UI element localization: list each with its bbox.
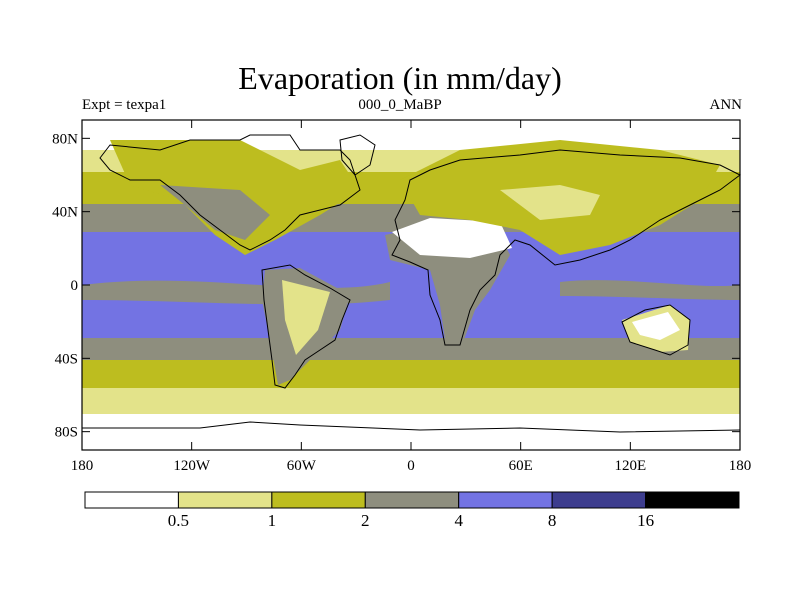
plot-title: Evaporation (in mm/day) xyxy=(238,60,562,96)
south-low-band xyxy=(82,360,740,390)
lat-tick-label: 80N xyxy=(52,131,78,147)
colorbar-swatch xyxy=(458,491,553,509)
south-america-coastline xyxy=(261,264,351,389)
latitude-axis: 80N 40N 0 40S 80S xyxy=(52,131,740,441)
antarctica-coastline xyxy=(82,421,741,433)
south-very-low-band xyxy=(82,388,740,414)
eurasia-africa-coastline xyxy=(391,149,741,346)
colorbar: 0.5 1 2 4 8 16 xyxy=(84,491,740,530)
colorbar-swatch xyxy=(177,491,273,509)
north-america-south-field xyxy=(160,185,270,240)
colorbar-swatch xyxy=(271,491,366,509)
colorbar-level-label: 4 xyxy=(454,511,463,530)
south-america-inner-field xyxy=(282,280,330,355)
australia-inner-field xyxy=(632,312,680,340)
greenland-coastline xyxy=(339,134,376,176)
coastlines xyxy=(82,134,741,433)
north-america-coastline xyxy=(99,134,361,251)
australia-coastline xyxy=(621,304,691,356)
experiment-label: Expt = texpa1 xyxy=(82,97,167,113)
sahara-field xyxy=(392,218,512,258)
lon-tick-label: 60W xyxy=(287,458,317,474)
lon-tick-label: 180 xyxy=(71,458,94,474)
central-asia-field xyxy=(500,185,600,220)
colorbar-level-label: 0.5 xyxy=(168,511,189,530)
lon-tick-label: 120E xyxy=(614,458,646,474)
colorbar-swatch xyxy=(84,491,179,509)
colorbar-swatch xyxy=(551,491,647,509)
equatorial-mid-band-east xyxy=(560,280,740,300)
lon-tick-label: 120W xyxy=(173,458,211,474)
colorbar-level-label: 2 xyxy=(361,511,370,530)
colorbar-level-label: 1 xyxy=(268,511,277,530)
time-label: 000_0_MaBP xyxy=(358,97,442,113)
lat-tick-label: 80S xyxy=(55,425,78,441)
colorbar-level-label: 16 xyxy=(637,511,654,530)
colorbar-swatch xyxy=(645,491,740,509)
lat-tick-label: 0 xyxy=(71,278,79,294)
lon-tick-label: 180 xyxy=(729,458,752,474)
lat-tick-label: 40S xyxy=(55,351,78,367)
colorbar-swatch xyxy=(364,491,460,509)
lat-tick-label: 40N xyxy=(52,205,78,221)
season-label: ANN xyxy=(709,97,743,113)
lon-tick-label: 0 xyxy=(407,458,415,474)
lon-tick-label: 60E xyxy=(509,458,533,474)
colorbar-level-label: 8 xyxy=(548,511,557,530)
evaporation-field xyxy=(82,120,740,450)
longitude-axis: 180 120W 60W 0 60E 120E 180 xyxy=(71,120,752,474)
